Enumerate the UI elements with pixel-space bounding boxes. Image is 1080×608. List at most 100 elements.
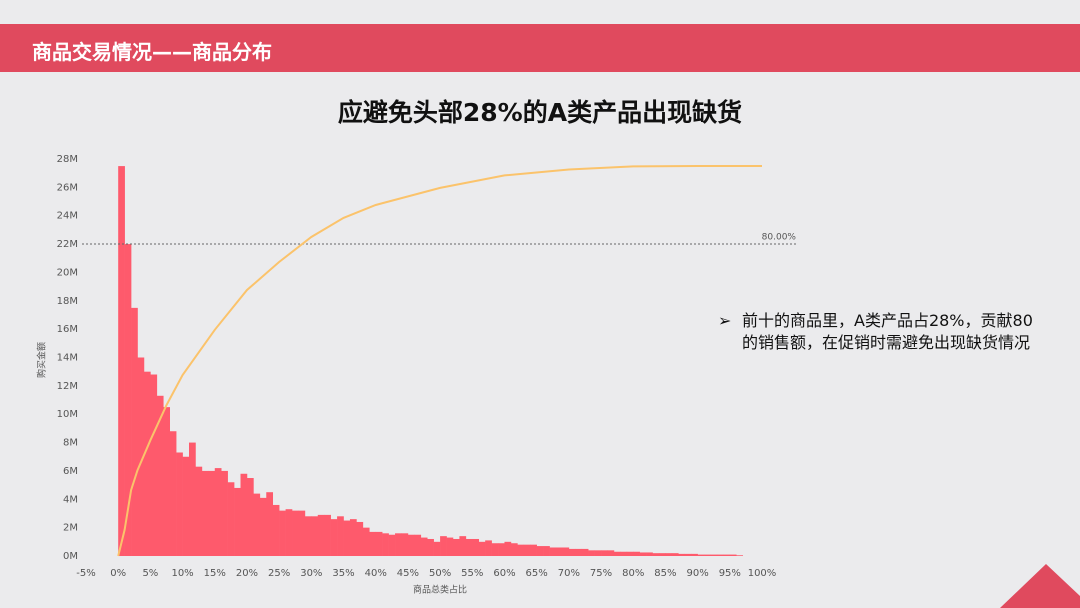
x-tick-label: 50%: [429, 568, 451, 579]
reference-label: 80.00%: [762, 233, 797, 243]
x-tick-label: 45%: [397, 568, 419, 579]
bar: [459, 536, 467, 556]
bar: [143, 371, 151, 556]
bar: [517, 544, 525, 556]
bar: [446, 537, 454, 556]
header-band: 商品交易情况——商品分布: [0, 24, 1080, 72]
bar: [697, 554, 705, 556]
header-title: 商品交易情况——商品分布: [32, 40, 272, 64]
chart-title: 应避免头部28%的A类产品出现缺货: [338, 98, 742, 127]
bar: [150, 374, 158, 556]
note-text: 前十的商品里，A类产品占28%，贡献80的销售额，在促销时需避免出现缺货情况: [742, 311, 1033, 352]
y-tick-label: 22M: [57, 239, 78, 250]
bar: [678, 553, 686, 556]
bar: [452, 538, 460, 556]
bar: [729, 554, 737, 556]
bar: [704, 554, 711, 556]
bar: [736, 555, 743, 556]
y-tick-label: 0M: [63, 551, 78, 562]
bar: [723, 554, 731, 556]
bar: [375, 531, 383, 556]
bar: [671, 553, 679, 556]
bar: [266, 492, 274, 556]
bar: [658, 553, 666, 556]
bar: [349, 519, 357, 556]
x-tick-label: 55%: [461, 568, 483, 579]
cumulative-line: [117, 165, 762, 557]
bar: [169, 431, 177, 556]
bar: [607, 550, 615, 556]
y-tick-label: 24M: [57, 211, 78, 222]
y-tick-label: 20M: [57, 267, 78, 278]
bar: [498, 543, 505, 556]
y-tick-label: 16M: [57, 324, 78, 335]
y-tick-label: 26M: [57, 182, 78, 193]
bar: [343, 520, 351, 556]
y-axis-label: 购买金额: [36, 342, 48, 378]
bar: [626, 551, 634, 556]
x-tick-label: 100%: [748, 568, 777, 579]
bar: [478, 541, 486, 556]
bar: [401, 533, 409, 556]
bar: [652, 553, 660, 556]
bar: [504, 541, 512, 556]
bar: [356, 521, 364, 556]
bar: [369, 531, 377, 556]
x-tick-label: -5%: [76, 568, 95, 579]
bar: [362, 527, 370, 556]
x-tick-label: 70%: [558, 568, 580, 579]
bar: [388, 534, 396, 556]
bar: [118, 166, 125, 556]
x-tick-label: 35%: [332, 568, 354, 579]
note: ➢ 前十的商品里，A类产品占28%，贡献80的销售额，在促销时需避免出现缺货情况: [718, 310, 1048, 354]
bar: [189, 442, 196, 556]
x-tick-label: 5%: [142, 568, 158, 579]
bar: [317, 514, 325, 556]
bar: [201, 470, 209, 556]
x-tick-label: 80%: [622, 568, 644, 579]
bar: [330, 519, 338, 556]
bar: [131, 307, 138, 556]
bar: [710, 554, 718, 556]
x-tick-label: 20%: [236, 568, 258, 579]
bar: [259, 497, 267, 556]
bar: [536, 546, 544, 556]
bar: [304, 516, 312, 556]
x-tick-label: 60%: [493, 568, 515, 579]
bar: [285, 509, 293, 556]
y-tick-label: 2M: [63, 523, 78, 534]
x-tick-label: 15%: [204, 568, 226, 579]
x-tick-label: 0%: [110, 568, 126, 579]
x-tick-label: 85%: [654, 568, 676, 579]
bar: [234, 487, 241, 556]
x-tick-label: 25%: [268, 568, 290, 579]
bullet: ➢: [718, 311, 732, 330]
bar: [395, 533, 402, 556]
bar: [292, 510, 299, 556]
x-tick-label: 30%: [300, 568, 322, 579]
bar: [523, 544, 531, 556]
bar: [530, 544, 537, 556]
x-tick-label: 10%: [171, 568, 193, 579]
bar: [137, 357, 145, 556]
y-tick-label: 28M: [57, 154, 78, 165]
bar: [633, 551, 640, 556]
bar: [620, 551, 628, 556]
bar: [485, 540, 492, 556]
bar: [407, 534, 415, 556]
bar: [163, 407, 170, 556]
bar: [240, 473, 248, 556]
bar: [414, 534, 422, 556]
x-tick-label: 90%: [687, 568, 709, 579]
y-tick-label: 4M: [63, 494, 78, 505]
bar: [588, 550, 595, 556]
bar: [124, 244, 132, 557]
y-tick-label: 12M: [57, 381, 78, 392]
bar: [311, 516, 319, 556]
bar: [684, 553, 692, 556]
x-axis-label: 商品总类占比: [413, 584, 467, 596]
bar: [549, 547, 557, 556]
bar: [337, 516, 344, 556]
bar: [716, 554, 724, 556]
